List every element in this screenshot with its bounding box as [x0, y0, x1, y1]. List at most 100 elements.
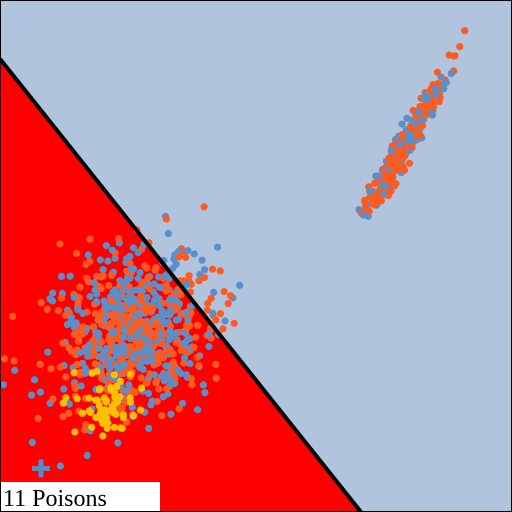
poison-point	[92, 396, 100, 404]
point-class-a	[73, 360, 82, 368]
point-class-a	[74, 299, 82, 307]
poison-point	[110, 371, 118, 379]
point-class-b	[172, 260, 180, 268]
point-class-a	[227, 292, 235, 300]
point-class-b	[196, 270, 204, 279]
annotation-box	[0, 482, 160, 512]
point-class-a	[137, 297, 145, 305]
point-class-b	[167, 410, 175, 418]
point-class-b	[76, 349, 84, 357]
poison-point	[96, 384, 104, 393]
point-class-b	[198, 256, 206, 264]
point-class-a	[137, 318, 145, 326]
point-class-a	[212, 374, 220, 382]
point-class-a	[177, 291, 185, 299]
point-class-b	[182, 371, 190, 379]
point-class-b	[179, 399, 187, 407]
poison-point	[136, 406, 145, 414]
point-class-a	[162, 287, 170, 295]
point-class-b	[186, 335, 194, 343]
point-class-a	[10, 357, 18, 365]
poison-point	[110, 423, 118, 431]
point-class-b	[136, 268, 144, 277]
point-class-a	[209, 265, 217, 273]
point-class-b	[175, 247, 183, 255]
point-class-b	[79, 309, 87, 318]
point-class-b	[180, 354, 189, 362]
point-class-a	[192, 333, 200, 341]
point-class-b	[109, 288, 117, 296]
point-class-b	[129, 244, 138, 252]
point-class-a	[43, 305, 51, 313]
point-class-a	[373, 178, 381, 186]
point-class-a	[426, 101, 434, 109]
point-class-a	[193, 353, 201, 362]
point-class-a	[421, 109, 429, 117]
point-class-b	[77, 382, 85, 390]
point-class-a	[107, 322, 115, 330]
point-class-b	[236, 281, 244, 289]
poison-point	[59, 399, 67, 407]
point-class-b	[96, 256, 104, 264]
point-class-a	[144, 274, 152, 282]
point-class-b	[60, 385, 68, 393]
point-class-b	[133, 332, 141, 340]
point-class-a	[171, 302, 179, 310]
point-class-b	[156, 302, 164, 310]
point-class-a	[58, 294, 66, 302]
point-class-a	[129, 326, 137, 334]
point-class-a	[152, 379, 160, 387]
point-class-a	[159, 354, 167, 362]
point-class-a	[188, 381, 196, 389]
point-class-b	[112, 343, 120, 351]
point-class-a	[37, 299, 45, 307]
point-class-a	[387, 187, 395, 195]
point-class-a	[230, 319, 238, 327]
point-class-b	[428, 109, 436, 117]
point-class-b	[120, 327, 128, 335]
point-class-b	[83, 345, 91, 353]
point-class-b	[164, 362, 172, 370]
point-class-a	[200, 203, 208, 211]
point-class-a	[165, 346, 173, 354]
point-class-a	[220, 288, 228, 296]
point-class-b	[186, 360, 194, 368]
point-class-a	[143, 264, 151, 272]
point-class-a	[125, 343, 133, 351]
point-class-b	[126, 299, 134, 307]
point-class-b	[161, 272, 169, 280]
point-class-b	[129, 287, 137, 295]
poison-count-label: 11 Poisons	[3, 486, 107, 512]
point-class-a	[162, 215, 170, 223]
point-class-a	[216, 267, 224, 275]
point-class-a	[126, 360, 134, 369]
point-class-b	[153, 294, 161, 302]
poison-point	[99, 406, 107, 415]
point-class-a	[155, 385, 163, 393]
point-class-a	[433, 68, 441, 76]
point-class-b	[117, 306, 126, 315]
point-class-a	[398, 131, 406, 139]
point-class-b	[166, 307, 174, 315]
point-class-a	[204, 299, 212, 307]
point-class-b	[120, 333, 128, 341]
point-class-b	[201, 266, 209, 274]
point-class-b	[380, 182, 388, 190]
point-class-a	[81, 426, 89, 434]
point-class-b	[372, 172, 380, 180]
point-class-a	[54, 307, 63, 315]
point-class-a	[86, 235, 94, 243]
point-class-b	[108, 246, 116, 254]
point-class-b	[209, 309, 217, 317]
point-class-a	[185, 272, 193, 280]
point-class-a	[389, 179, 397, 187]
point-class-a	[195, 277, 203, 285]
point-class-a	[86, 257, 94, 265]
point-class-a	[91, 360, 99, 368]
poison-point	[119, 411, 127, 419]
point-class-a	[405, 159, 414, 167]
point-class-a	[224, 300, 232, 308]
point-class-a	[149, 304, 157, 313]
point-class-a	[59, 339, 67, 347]
point-class-b	[66, 272, 74, 280]
